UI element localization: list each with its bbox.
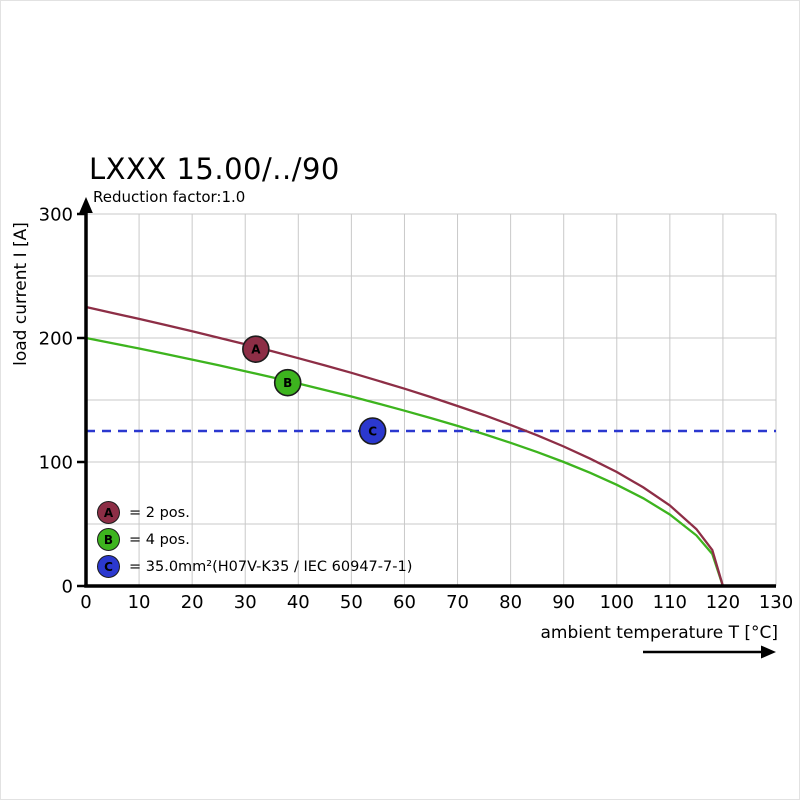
x-axis-label: ambient temperature T [°C] [540, 623, 778, 643]
x-axis-arrow-icon [761, 645, 776, 659]
x-tick-label: 80 [499, 592, 522, 613]
y-tick-label: 0 [62, 577, 73, 598]
legend-label-a: = 2 pos. [129, 504, 190, 521]
marker-letter-A: A [251, 343, 261, 357]
marker-B [273, 368, 302, 397]
legend-label-b: = 4 pos. [129, 531, 190, 548]
x-tick-label: 40 [287, 592, 310, 613]
marker-letter-C: C [368, 425, 377, 439]
legend-row-c: C = 35.0mm²(H07V-K35 / IEC 60947-7-1) [97, 553, 412, 580]
x-tick-label: 110 [653, 592, 687, 613]
x-tick-label: 100 [600, 592, 634, 613]
legend: A = 2 pos. B = 4 pos. C = 35.0mm²(H07V-K… [97, 499, 412, 580]
marker-letter-B: B [283, 376, 292, 390]
marker-C [358, 417, 387, 445]
legend-marker-a-icon: A [97, 501, 120, 524]
x-tick-label: 10 [128, 592, 151, 613]
x-tick-label: 120 [706, 592, 740, 613]
legend-marker-b-icon: B [97, 528, 120, 551]
curve-A [85, 305, 725, 587]
x-tick-label: 50 [340, 592, 363, 613]
curve-B [85, 336, 724, 587]
legend-marker-c-icon: C [97, 555, 120, 578]
chart-subtitle: Reduction factor:1.0 [93, 188, 246, 206]
y-axis-label: load current I [A] [11, 222, 31, 366]
y-tick-label: 200 [39, 329, 73, 350]
legend-row-b: B = 4 pos. [97, 526, 412, 553]
marker-A [242, 335, 270, 363]
x-tick-label: 20 [181, 592, 204, 613]
chart-title: LXXX 15.00/../90 [89, 152, 340, 186]
y-axis-arrow-icon [79, 197, 93, 213]
x-tick-label: 90 [552, 592, 575, 613]
y-tick-label: 300 [39, 205, 73, 226]
legend-row-a: A = 2 pos. [97, 499, 412, 526]
legend-label-c: = 35.0mm²(H07V-K35 / IEC 60947-7-1) [129, 558, 413, 575]
x-tick-label: 130 [759, 592, 793, 613]
y-tick-label: 100 [39, 453, 73, 474]
x-tick-label: 30 [234, 592, 257, 613]
x-tick-label: 0 [80, 592, 91, 613]
x-tick-label: 70 [446, 592, 469, 613]
x-tick-label: 60 [393, 592, 416, 613]
